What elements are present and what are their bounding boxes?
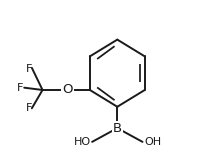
Text: O: O	[62, 83, 73, 96]
Text: HO: HO	[73, 137, 91, 147]
Text: F: F	[17, 83, 23, 93]
Text: OH: OH	[144, 137, 161, 147]
Text: F: F	[26, 64, 32, 74]
Text: B: B	[113, 122, 122, 135]
Text: F: F	[26, 103, 32, 113]
